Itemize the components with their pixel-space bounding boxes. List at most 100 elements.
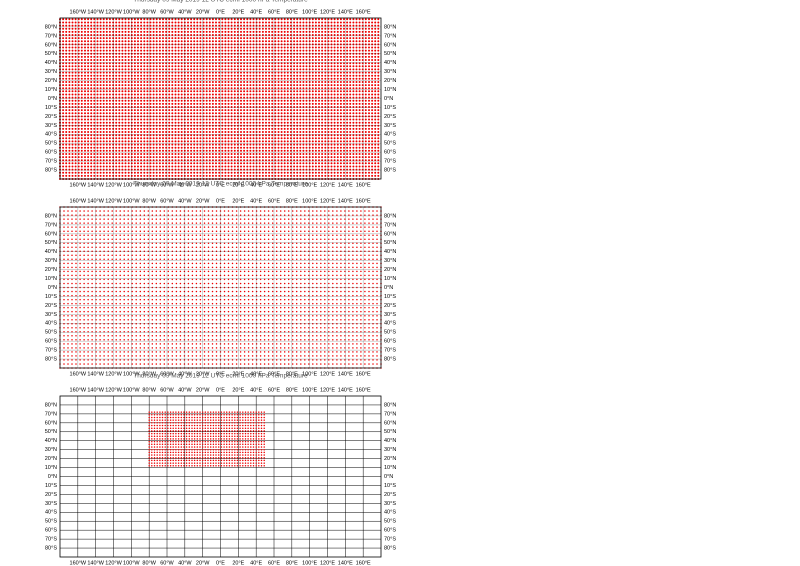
lon-label: 140°W bbox=[87, 198, 104, 204]
lon-label: 120°W bbox=[105, 9, 122, 15]
lat-label: 10°S bbox=[45, 483, 57, 489]
lat-label: 20°N bbox=[45, 456, 57, 462]
lon-label: 20°E bbox=[232, 387, 244, 393]
lon-label: 60°E bbox=[268, 560, 280, 566]
lon-label: 140°E bbox=[338, 9, 353, 15]
lon-label: 20°E bbox=[232, 198, 244, 204]
lon-label: 0°E bbox=[216, 560, 225, 566]
lon-label: 140°E bbox=[338, 182, 353, 188]
lon-label: 100°E bbox=[302, 387, 317, 393]
lon-label: 80°W bbox=[142, 9, 156, 15]
lon-label: 160°W bbox=[70, 9, 87, 15]
lon-label: 80°W bbox=[142, 182, 156, 188]
lon-label: 140°W bbox=[87, 387, 104, 393]
lon-label: 120°E bbox=[320, 560, 335, 566]
lon-label: 160°E bbox=[356, 182, 371, 188]
lon-label: 40°W bbox=[178, 182, 192, 188]
lon-label: 80°W bbox=[142, 387, 156, 393]
lat-label: 40°S bbox=[384, 510, 396, 516]
lat-label: 40°S bbox=[45, 510, 57, 516]
lat-label: 0°N bbox=[384, 474, 393, 480]
lon-label: 100°W bbox=[123, 198, 140, 204]
lon-label: 20°W bbox=[196, 198, 210, 204]
lat-label: 50°S bbox=[384, 141, 396, 147]
lat-label: 10°S bbox=[384, 483, 396, 489]
lon-label: 60°W bbox=[160, 9, 174, 15]
lat-label: 80°S bbox=[45, 168, 57, 174]
lat-label: 30°S bbox=[45, 312, 57, 318]
lat-label: 0°N bbox=[48, 96, 57, 102]
lon-label: 140°E bbox=[338, 560, 353, 566]
grid-points bbox=[59, 18, 380, 180]
lon-label: 140°W bbox=[87, 182, 104, 188]
lat-label: 20°S bbox=[384, 114, 396, 120]
lat-label: 40°N bbox=[384, 249, 396, 255]
lat-label: 50°S bbox=[45, 330, 57, 336]
lat-label: 10°S bbox=[384, 105, 396, 111]
lon-label: 140°W bbox=[87, 371, 104, 377]
lat-label: 50°N bbox=[45, 51, 57, 57]
lat-label: 40°S bbox=[45, 132, 57, 138]
lon-label: 20°E bbox=[232, 182, 244, 188]
lon-label: 80°E bbox=[286, 387, 298, 393]
lon-label: 100°E bbox=[302, 560, 317, 566]
lat-label: 70°S bbox=[45, 537, 57, 543]
lat-label: 0°N bbox=[384, 285, 393, 291]
lat-label: 30°S bbox=[384, 501, 396, 507]
lat-label: 0°N bbox=[48, 474, 57, 480]
lon-label: 80°W bbox=[142, 560, 156, 566]
lat-label: 60°S bbox=[384, 528, 396, 534]
lon-label: 20°W bbox=[196, 182, 210, 188]
lat-label: 30°S bbox=[45, 123, 57, 129]
lat-label: 30°N bbox=[45, 69, 57, 75]
lon-label: 140°E bbox=[338, 371, 353, 377]
lat-label: 80°N bbox=[384, 402, 396, 408]
lon-label: 160°W bbox=[70, 198, 87, 204]
lat-label: 60°S bbox=[45, 150, 57, 156]
lat-label: 40°N bbox=[384, 438, 396, 444]
lon-label: 20°W bbox=[196, 387, 210, 393]
lon-label: 100°W bbox=[123, 387, 140, 393]
lat-label: 60°N bbox=[45, 420, 57, 426]
lon-label: 120°W bbox=[105, 182, 122, 188]
lat-label: 60°S bbox=[384, 339, 396, 345]
lat-label: 80°S bbox=[384, 168, 396, 174]
lat-label: 20°S bbox=[384, 492, 396, 498]
map-frame bbox=[59, 395, 382, 558]
lon-label: 60°W bbox=[160, 198, 174, 204]
lon-label: 40°W bbox=[178, 9, 192, 15]
lon-label: 140°W bbox=[87, 560, 104, 566]
lon-label: 120°W bbox=[105, 371, 122, 377]
lat-label: 50°S bbox=[45, 141, 57, 147]
lat-label: 40°N bbox=[45, 249, 57, 255]
lon-label: 20°E bbox=[232, 371, 244, 377]
lon-label: 80°W bbox=[142, 198, 156, 204]
lon-label: 40°E bbox=[250, 9, 262, 15]
lat-label: 60°N bbox=[384, 231, 396, 237]
lat-label: 30°S bbox=[384, 123, 396, 129]
lat-label: 50°N bbox=[45, 240, 57, 246]
lat-label: 80°N bbox=[45, 24, 57, 30]
lon-label: 160°W bbox=[70, 182, 87, 188]
grid-points bbox=[148, 411, 265, 467]
map-frame bbox=[59, 17, 382, 180]
lon-label: 100°E bbox=[302, 198, 317, 204]
lat-label: 50°N bbox=[384, 429, 396, 435]
lon-label: 0°E bbox=[216, 9, 225, 15]
lon-label: 100°E bbox=[302, 182, 317, 188]
lat-label: 10°N bbox=[384, 465, 396, 471]
lon-label: 60°W bbox=[160, 560, 174, 566]
lon-label: 40°W bbox=[178, 560, 192, 566]
lat-label: 80°N bbox=[45, 213, 57, 219]
lon-label: 120°W bbox=[105, 560, 122, 566]
lat-label: 60°N bbox=[384, 42, 396, 48]
lon-label: 120°E bbox=[320, 371, 335, 377]
panel-title: Thursday 09 May 2019 12 UTC ecmf 1000 hP… bbox=[133, 181, 308, 188]
lon-label: 60°E bbox=[268, 198, 280, 204]
lon-label: 0°E bbox=[216, 371, 225, 377]
lat-label: 70°N bbox=[45, 222, 57, 228]
lon-label: 120°W bbox=[105, 387, 122, 393]
lat-label: 0°N bbox=[384, 96, 393, 102]
lat-label: 50°N bbox=[384, 51, 396, 57]
